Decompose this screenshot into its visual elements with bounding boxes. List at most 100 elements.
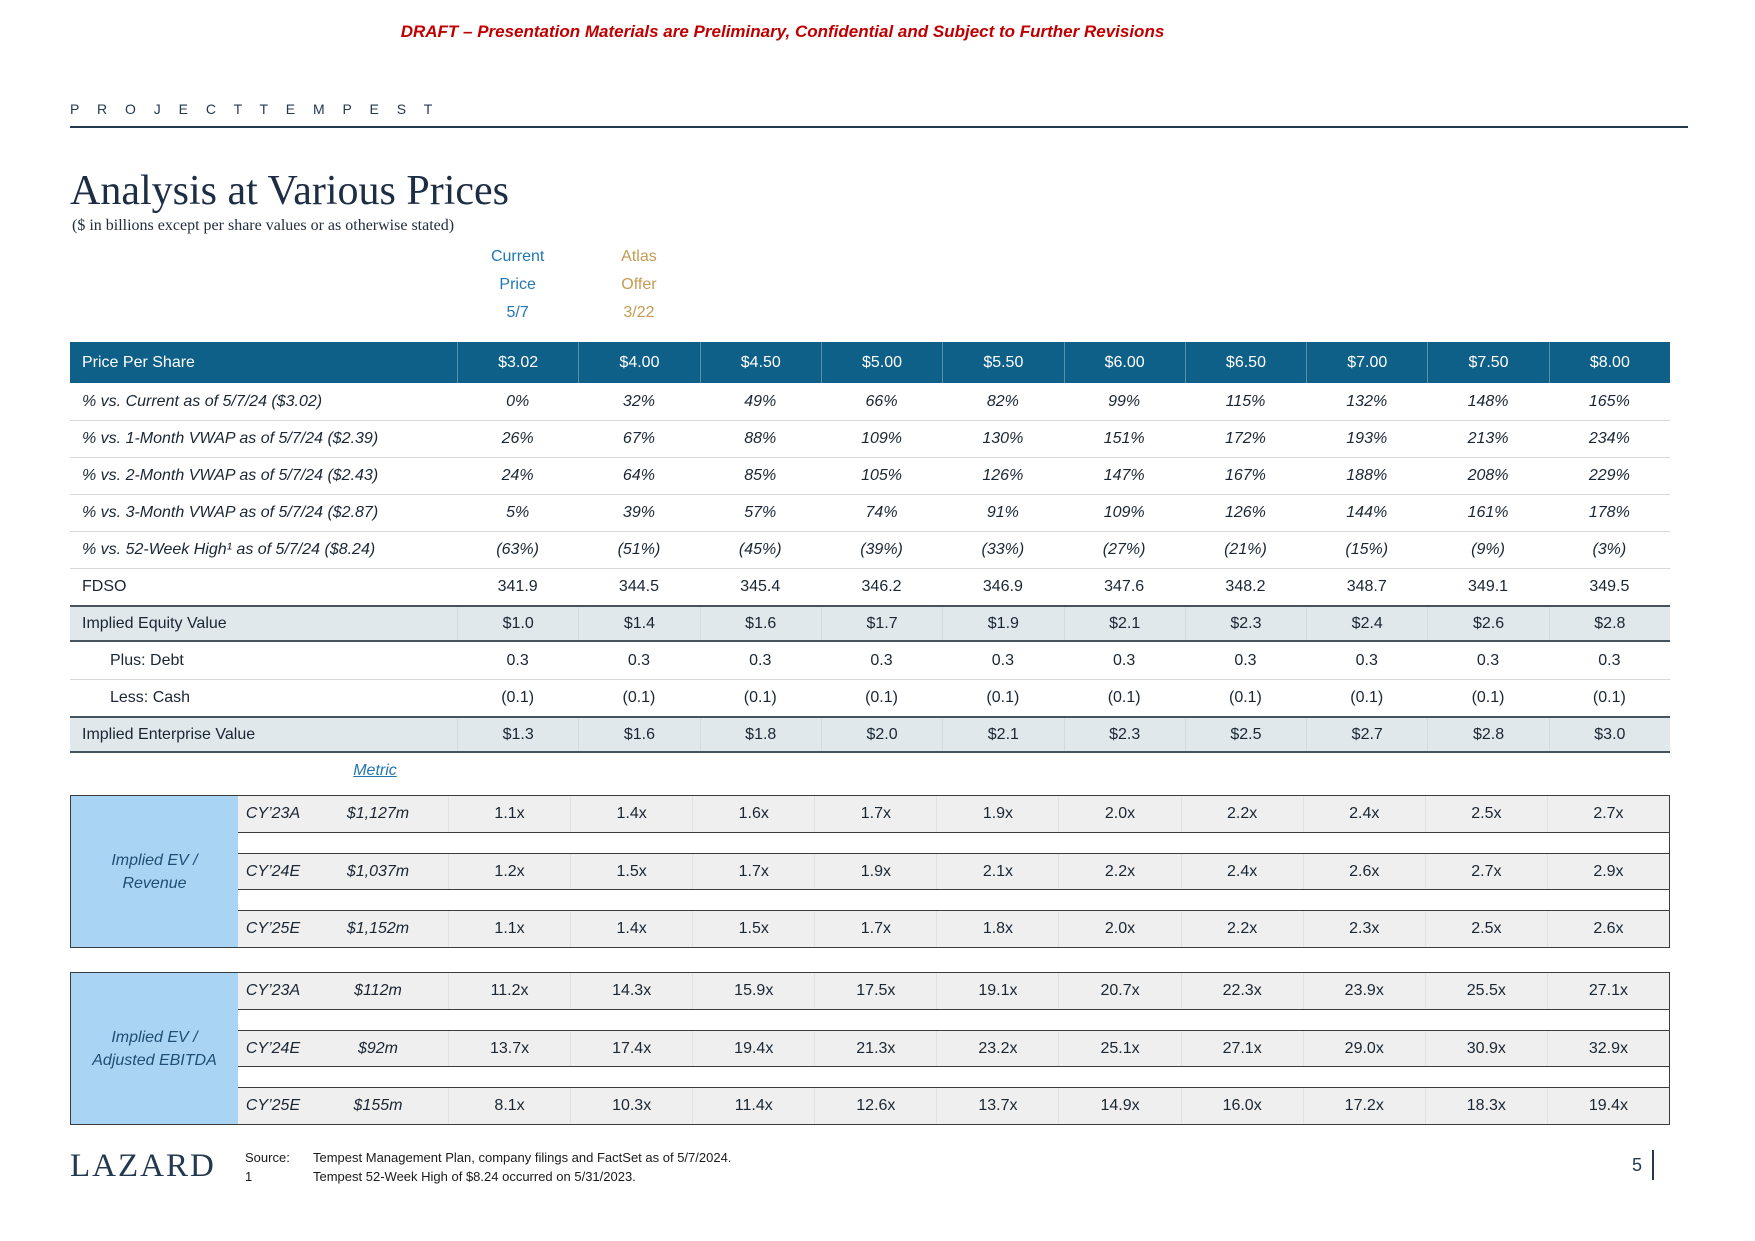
table-cell: 161% xyxy=(1467,504,1509,521)
table-cell: 49% xyxy=(744,392,777,410)
multiple-cell: 14.3x xyxy=(570,973,692,1009)
table-body: % vs. Current as of 5/7/24 ($3.02) 0% 32% 4… xyxy=(70,383,1670,753)
multiple-cell: 17.2x xyxy=(1302,1088,1425,1124)
table-cell: (15%) xyxy=(1345,541,1389,558)
multiple-cell: 1.8x xyxy=(936,911,1058,947)
table-cell: 26% xyxy=(501,430,534,447)
table-cell: 0.3 xyxy=(1476,651,1500,669)
current-price-annotation: Current Price 5/7 xyxy=(457,243,578,327)
metric-block-ebitda: Implied EV / Adjusted EBITDA CY’23A $112m… xyxy=(70,972,1670,1125)
period-label: CY’23A xyxy=(245,805,301,822)
metric-label-box: Implied EV / Adjusted EBITDA xyxy=(71,973,238,1124)
table-cell: 39% xyxy=(622,504,655,521)
multiple-cell: 2.2x xyxy=(1058,854,1180,889)
table-cell: $2.5 xyxy=(1184,718,1306,751)
table-cell: 188% xyxy=(1346,467,1388,484)
multiple-cell: 29.0x xyxy=(1302,1031,1425,1066)
multiple-cell: 14.9x xyxy=(1058,1088,1180,1124)
draft-disclaimer: DRAFT – Presentation Materials are Preli… xyxy=(400,22,1165,41)
table-cell: 24% xyxy=(501,467,534,484)
multiple-cell: 1.9x xyxy=(936,796,1058,832)
table-cell: 0.3 xyxy=(506,651,529,669)
table-cell: 346.2 xyxy=(861,578,902,595)
table-cell: 144% xyxy=(1346,504,1388,521)
multiple-cell: 1.1x xyxy=(448,796,570,832)
table-cell: 57% xyxy=(744,504,777,521)
table-cell: $1.8 xyxy=(699,718,821,751)
table-cell: $2.6 xyxy=(1427,607,1548,640)
multiple-cell: 1.6x xyxy=(692,796,814,832)
multiple-cell: 19.1x xyxy=(936,973,1058,1009)
table-cell: 234% xyxy=(1588,430,1630,447)
table-cell: 345.4 xyxy=(740,578,781,595)
metric-value: $92m xyxy=(357,1039,399,1057)
metric-value: $1,127m xyxy=(346,805,410,822)
table-cell: $2.3 xyxy=(1184,607,1306,640)
price-header-cell: $7.50 xyxy=(1427,342,1548,383)
multiple-cell: 2.6x xyxy=(1546,911,1669,947)
row-label: FDSO xyxy=(82,578,127,595)
table-cell: 347.6 xyxy=(1104,578,1145,595)
metric-row: CY’25E $1,152m 1.1x 1.4x 1.5x 1.7x 1.8x 2.0x 2.2… xyxy=(238,910,1669,947)
table-cell: 193% xyxy=(1346,430,1388,447)
table-row: Implied Equity Value $1.0 $1.4 $1.6 $1.7 $1.9… xyxy=(70,605,1670,642)
source-label: Source: xyxy=(245,1150,290,1165)
multiple-cell: 2.7x xyxy=(1546,796,1669,832)
table-cell: 178% xyxy=(1588,504,1630,521)
period-label: CY’25E xyxy=(245,1097,301,1114)
table-cell: (45%) xyxy=(738,541,782,558)
table-cell: 74% xyxy=(865,504,898,521)
table-cell: 167% xyxy=(1224,467,1266,484)
price-header-cell: $6.50 xyxy=(1184,342,1306,383)
table-cell: 341.9 xyxy=(497,578,538,595)
multiple-cell: 27.1x xyxy=(1180,1031,1303,1066)
multiple-cell: 1.5x xyxy=(570,854,692,889)
metric-row: CY’23A $1,127m 1.1x 1.4x 1.6x 1.7x 1.9x 2.0x 2.2… xyxy=(238,796,1669,833)
row-label: % vs. Current as of 5/7/24 ($3.02) xyxy=(82,392,323,410)
atlas-offer-line: Offer xyxy=(621,276,657,293)
table-cell: (0.1) xyxy=(622,689,656,706)
multiple-cell: 1.7x xyxy=(814,911,936,947)
multiple-cell: 13.7x xyxy=(448,1031,570,1066)
price-header-cell: $3.02 xyxy=(457,342,578,383)
metric-label-line: Implied EV / xyxy=(111,851,198,869)
table-row: % vs. 3-Month VWAP as of 5/7/24 ($2.87) 5… xyxy=(70,494,1670,531)
source-text: Tempest Management Plan, company filings… xyxy=(313,1150,732,1165)
multiple-cell: 2.4x xyxy=(1180,854,1303,889)
row-label: % vs. 3-Month VWAP as of 5/7/24 ($2.87) xyxy=(82,504,379,521)
table-cell: $1.6 xyxy=(699,607,821,640)
multiple-cell: 18.3x xyxy=(1424,1088,1547,1124)
multiple-cell: 16.0x xyxy=(1180,1088,1303,1124)
table-cell: 348.7 xyxy=(1346,578,1387,595)
table-row: % vs. 1-Month VWAP as of 5/7/24 ($2.39) 2… xyxy=(70,420,1670,457)
metric-block-revenue: Implied EV / Revenue CY’23A $1,127m 1.1x 1.… xyxy=(70,795,1670,948)
footnote-number: 1 xyxy=(245,1169,253,1184)
multiple-cell: 2.2x xyxy=(1180,911,1303,947)
table-cell: 0% xyxy=(506,392,530,410)
table-cell: (39%) xyxy=(860,541,903,558)
table-cell: 85% xyxy=(744,467,777,484)
table-cell: 229% xyxy=(1588,467,1630,484)
multiple-cell: 2.7x xyxy=(1424,854,1547,889)
table-cell: $1.0 xyxy=(457,607,578,640)
multiple-cell: 11.2x xyxy=(448,973,570,1009)
multiple-cell: 23.2x xyxy=(936,1031,1058,1066)
metric-row: CY’24E $92m 13.7x 17.4x 19.4x 21.3x 23.2x 25.1x… xyxy=(238,1030,1669,1067)
table-cell: 0.3 xyxy=(749,651,772,669)
table-cell: 165% xyxy=(1588,392,1630,410)
multiple-cell: 11.4x xyxy=(692,1088,814,1124)
price-header-cell: $5.00 xyxy=(820,342,942,383)
table-cell: $2.3 xyxy=(1063,718,1185,751)
atlas-offer-line: 3/22 xyxy=(623,304,655,321)
lazard-logo: LAZARD xyxy=(70,1148,216,1184)
row-label: Implied Enterprise Value xyxy=(82,725,256,743)
table-cell: 88% xyxy=(744,430,777,447)
table-row: Less: Cash (0.1) (0.1) (0.1) (0.1) (0.1) (0.1)… xyxy=(70,679,1670,716)
header-rule xyxy=(70,126,1688,128)
metric-label-line: Implied EV / xyxy=(111,1028,198,1046)
table-cell: 0.3 xyxy=(1598,651,1621,669)
table-cell: 64% xyxy=(622,467,655,484)
price-header-label: Price Per Share xyxy=(82,353,195,371)
table-cell: $2.8 xyxy=(1427,718,1548,751)
metric-rows: CY’23A $112m 11.2x 14.3x 15.9x 17.5x 19.1x 20.7… xyxy=(238,973,1669,1124)
